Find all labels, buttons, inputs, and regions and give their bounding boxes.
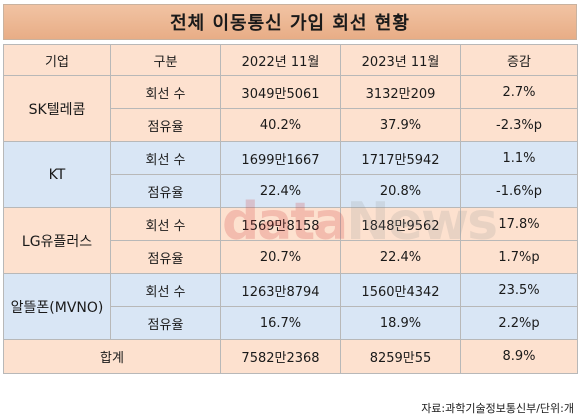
change-cell: 23.5% (460, 273, 578, 307)
value-2022-cell: 1569만8158 (220, 207, 341, 241)
category-cell: 회선 수 (110, 75, 221, 109)
change-cell: -2.3%p (460, 108, 578, 142)
value-2023-cell: 37.9% (340, 108, 461, 142)
value-2022-cell: 16.7% (220, 306, 341, 340)
total-change-cell: 8.9% (460, 339, 578, 374)
value-2023-cell: 3132만209 (340, 75, 461, 109)
table-row: 알뜰폰(MVNO) 회선 수 1263만8794 1560만4342 23.5% (3, 273, 578, 340)
value-2022-cell: 1699만1667 (220, 141, 341, 175)
value-2023-cell: 22.4% (340, 240, 461, 274)
company-cell: LG유플러스 (3, 207, 111, 274)
header-change: 증감 (460, 44, 578, 76)
table-title: 전체 이동통신 가입 회선 현황 (3, 4, 577, 40)
header-company: 기업 (3, 44, 111, 76)
category-cell: 점유율 (110, 240, 221, 274)
header-category: 구분 (110, 44, 221, 76)
value-2022-cell: 40.2% (220, 108, 341, 142)
value-2022-cell: 3049만5061 (220, 75, 341, 109)
change-cell: 2.7% (460, 75, 578, 109)
table-row: 점유율 20.7% 22.4% 1.7%p (4, 240, 578, 274)
table-row: LG유플러스 회선 수 1569만8158 1848만9562 17.8% (3, 207, 578, 274)
category-cell: 점유율 (110, 306, 221, 340)
table-row: SK텔레콤 회선 수 3049만5061 3132만209 2.7% (3, 75, 578, 142)
category-cell: 회선 수 (110, 273, 221, 307)
source-note: 자료:과학기술정보통신부/단위:개 (421, 402, 574, 415)
value-2023-cell: 1848만9562 (340, 207, 461, 241)
change-cell: 1.7%p (460, 240, 578, 274)
total-row: 합계 7582만2368 8259만55 8.9% (3, 339, 578, 374)
value-2022-cell: 1263만8794 (220, 273, 341, 307)
value-2023-cell: 18.9% (340, 306, 461, 340)
value-2023-cell: 1717만5942 (340, 141, 461, 175)
table-row: 점유율 40.2% 37.9% -2.3%p (4, 108, 578, 142)
value-2023-cell: 1560만4342 (340, 273, 461, 307)
change-cell: 2.2%p (460, 306, 578, 340)
category-cell: 점유율 (110, 174, 221, 208)
header-row: 기업 구분 2022년 11월 2023년 11월 증감 (3, 44, 578, 76)
table-row: 점유율 16.7% 18.9% 2.2%p (4, 306, 578, 340)
company-cell: 알뜰폰(MVNO) (3, 273, 111, 340)
value-2022-cell: 20.7% (220, 240, 341, 274)
change-cell: -1.6%p (460, 174, 578, 208)
header-2023: 2023년 11월 (340, 44, 461, 76)
table-row: 점유율 22.4% 20.8% -1.6%p (4, 174, 578, 208)
header-2022: 2022년 11월 (220, 44, 341, 76)
company-cell: KT (3, 141, 111, 208)
total-2023-cell: 8259만55 (340, 339, 461, 374)
table-row: KT 회선 수 1699만1667 1717만5942 1.1% (3, 141, 578, 208)
category-cell: 회선 수 (110, 141, 221, 175)
value-2022-cell: 22.4% (220, 174, 341, 208)
total-label: 합계 (3, 339, 221, 374)
category-cell: 회선 수 (110, 207, 221, 241)
change-cell: 17.8% (460, 207, 578, 241)
category-cell: 점유율 (110, 108, 221, 142)
subscriber-table: 기업 구분 2022년 11월 2023년 11월 증감 SK텔레콤 회선 수 … (3, 44, 578, 374)
total-2022-cell: 7582만2368 (220, 339, 341, 374)
value-2023-cell: 20.8% (340, 174, 461, 208)
change-cell: 1.1% (460, 141, 578, 175)
company-cell: SK텔레콤 (3, 75, 111, 142)
